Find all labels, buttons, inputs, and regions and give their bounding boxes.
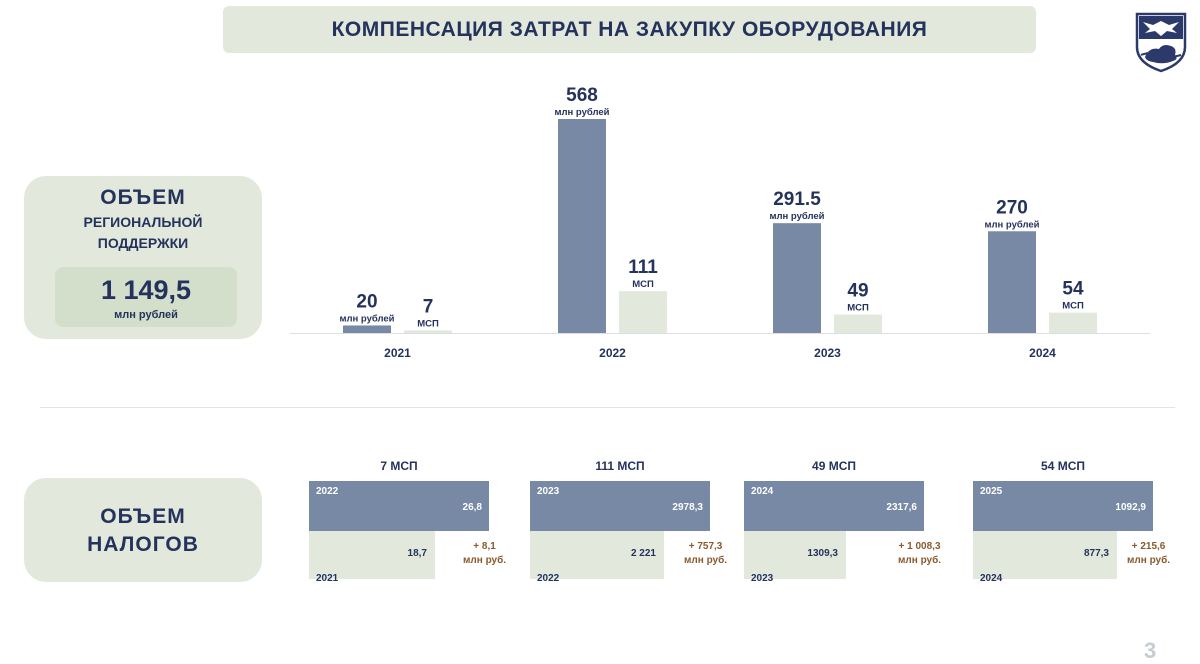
data-label-2024-series-2: 54	[1062, 279, 1084, 300]
tax-group-title: 7 МСП	[380, 459, 418, 473]
tax-delta-value: + 1 008,3	[898, 541, 941, 552]
tax-bar-previous-value: 18,7	[407, 548, 427, 559]
tax-bar-current: 2024 2317,6	[744, 481, 924, 531]
tax-bar-previous: 18,7 2021	[309, 531, 435, 584]
tax-bar-current-value: 2978,3	[672, 502, 703, 513]
support-total-box: 1 149,5 млн рублей	[55, 267, 237, 327]
data-label-2021-series-2: 7	[423, 296, 434, 317]
tax-bar-previous-year: 2021	[316, 573, 339, 584]
tax-bar-previous-year: 2023	[751, 573, 774, 584]
section-divider	[40, 407, 1175, 408]
tax-bar-previous-value: 877,3	[1083, 548, 1109, 559]
coat-of-arms-icon	[1135, 12, 1187, 73]
tax-delta-unit: млн руб.	[463, 555, 507, 566]
tax-bar-current-year: 2024	[751, 486, 774, 497]
data-label-2021-series-1: 20	[356, 291, 377, 312]
page-number: 3	[1144, 638, 1157, 663]
tax-group-title: 49 МСП	[812, 459, 856, 473]
tax-group-title: 111 МСП	[595, 459, 645, 473]
tax-bar-current: 2025 1092,9	[973, 481, 1153, 531]
tax-delta-value: + 8,1	[473, 541, 496, 552]
tax-bar-current-value: 2317,6	[886, 502, 917, 513]
data-label-2024-series-1: 270	[996, 197, 1028, 218]
data-unit-2021-series-2: МСП	[417, 318, 439, 329]
data-unit-2023-series-2: МСП	[847, 303, 869, 314]
data-label-2023-series-1: 291.5	[773, 189, 821, 210]
data-label-2022-series-2: 111	[628, 257, 658, 278]
bar-2024-series-1	[988, 231, 1036, 333]
data-unit-2022-series-1: млн рублей	[554, 107, 609, 118]
bar-2022-series-2	[619, 291, 667, 333]
data-label-2022-series-1: 568	[566, 85, 598, 106]
tax-bar-previous: 2 221 2022	[530, 531, 664, 584]
data-unit-2024-series-2: МСП	[1062, 301, 1084, 312]
bar-2023-series-2	[834, 314, 882, 333]
slide-title: КОМПЕНСАЦИЯ ЗАТРАТ НА ЗАКУПКУ ОБОРУДОВАН…	[223, 6, 1036, 53]
tax-bar-previous-year: 2024	[980, 573, 1003, 584]
tax-delta-value: + 757,3	[688, 541, 723, 552]
data-unit-2021-series-1: млн рублей	[339, 313, 394, 324]
support-total-value: 1 149,5	[100, 275, 192, 305]
tax-bar-current: 2022 26,8	[309, 481, 489, 531]
x-tick-label-2021: 2021	[384, 346, 411, 360]
tax-bar-previous: 1309,3 2023	[744, 531, 846, 584]
tax-delta-unit: млн руб.	[1127, 555, 1171, 566]
bar-2022-series-1	[558, 119, 606, 333]
support-heading-line3: ПОДДЕРЖКИ	[97, 235, 189, 251]
tax-bar-current-value: 1092,9	[1115, 502, 1146, 513]
tax-delta-value: + 215,6	[1131, 541, 1166, 552]
tax-bar-current: 2023 2978,3	[530, 481, 710, 531]
x-tick-label-2023: 2023	[814, 346, 841, 360]
support-heading-line1: ОБЪЕМ	[100, 186, 186, 209]
x-tick-label-2022: 2022	[599, 346, 626, 360]
data-unit-2024-series-1: млн рублей	[984, 219, 1039, 230]
tax-bar-current-year: 2022	[316, 486, 339, 497]
taxes-panel	[24, 478, 262, 582]
taxes-heading-line2: НАЛОГОВ	[87, 533, 199, 556]
bar-2021-series-2	[404, 330, 452, 333]
tax-bar-previous: 877,3 2024	[973, 531, 1117, 584]
tax-bar-current-value: 26,8	[462, 502, 482, 513]
data-unit-2023-series-1: млн рублей	[769, 211, 824, 222]
bar-2023-series-1	[773, 223, 821, 333]
tax-bar-current-year: 2023	[537, 486, 560, 497]
tax-delta-label: + 1 008,3 млн руб.	[898, 540, 941, 568]
taxes-heading-line1: ОБЪЕМ	[100, 505, 186, 528]
tax-group-title: 54 МСП	[1041, 459, 1085, 473]
tax-delta-label: + 757,3 млн руб.	[684, 540, 727, 568]
data-label-2023-series-2: 49	[847, 281, 868, 302]
support-heading-line2: РЕГИОНАЛЬНОЙ	[83, 214, 203, 230]
tax-delta-label: + 215,6 млн руб.	[1127, 540, 1170, 568]
bar-2021-series-1	[343, 325, 391, 333]
data-unit-2022-series-2: МСП	[632, 279, 654, 290]
tax-bar-previous-value: 1309,3	[807, 548, 838, 559]
tax-bar-previous-value: 2 221	[630, 548, 656, 559]
tax-delta-unit: млн руб.	[898, 555, 942, 566]
tax-delta-unit: млн руб.	[684, 555, 728, 566]
tax-bar-current-year: 2025	[980, 486, 1003, 497]
bar-2024-series-2	[1049, 312, 1097, 333]
tax-bar-previous-year: 2022	[537, 573, 560, 584]
support-total-unit: млн рублей	[114, 309, 178, 321]
tax-delta-label: + 8,1 млн руб.	[463, 540, 506, 568]
x-tick-label-2024: 2024	[1029, 346, 1056, 360]
